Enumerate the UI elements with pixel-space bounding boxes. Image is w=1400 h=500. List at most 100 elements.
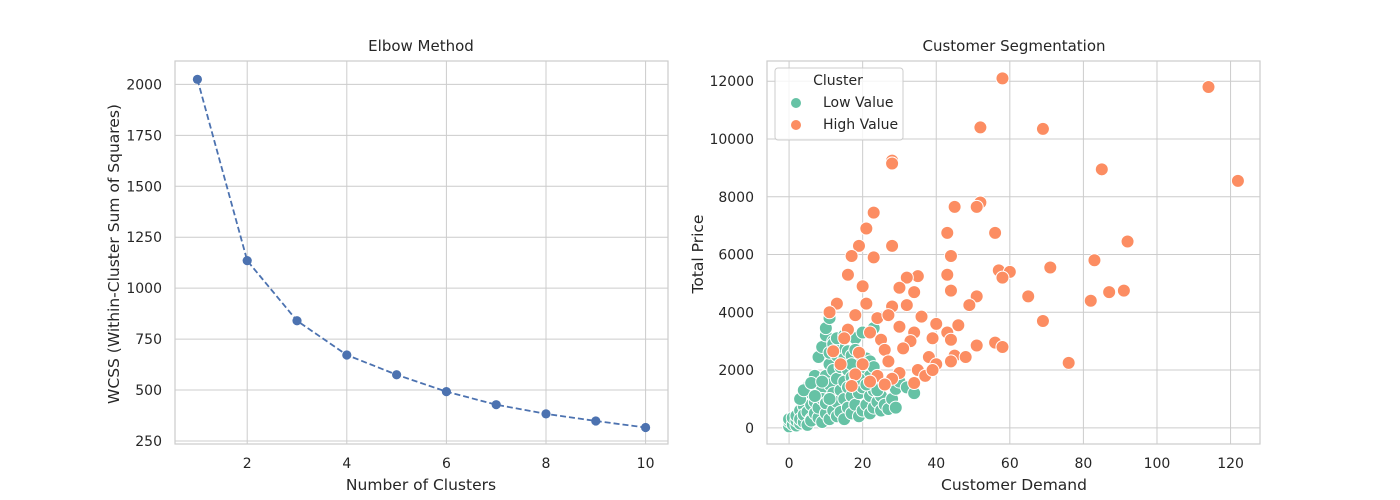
high-value-point [907, 285, 922, 300]
high-value-point [877, 342, 892, 357]
wcss-point [541, 409, 551, 419]
high-value-point [833, 357, 848, 372]
legend-marker-low-value [790, 97, 802, 109]
high-value-point [848, 308, 863, 323]
segmentation-legend: Cluster Low Value High Value [774, 67, 904, 141]
y-tick-label: 1500 [126, 179, 162, 195]
high-value-point [863, 374, 878, 389]
wcss-point [392, 370, 402, 380]
high-value-point [1061, 355, 1076, 370]
low-value-point [888, 400, 903, 415]
y-tick-label: 0 [745, 421, 754, 437]
wcss-point [192, 74, 203, 84]
y-tick-label: 1000 [126, 281, 162, 297]
high-value-point [859, 296, 874, 311]
segmentation-marks [782, 71, 1245, 434]
high-value-point [943, 332, 958, 347]
high-value-point [866, 205, 881, 220]
legend-marker-high-value [790, 119, 802, 131]
high-value-point [995, 270, 1010, 285]
high-value-point [943, 283, 958, 298]
high-value-point [822, 305, 837, 320]
high-value-point [855, 279, 870, 294]
high-value-point [1087, 253, 1102, 268]
wcss-point [640, 422, 651, 433]
high-value-point [973, 120, 988, 135]
legend-title: Cluster [813, 73, 863, 89]
high-value-point [1120, 234, 1135, 249]
elbow-plot-area [174, 60, 669, 445]
high-value-point [1035, 121, 1050, 136]
segmentation-chart: 0 20 40 60 80 100 120 0 2000 4000 6000 8000 10000 12… [689, 37, 1261, 494]
high-value-point [943, 354, 958, 369]
wcss-line [196, 79, 646, 429]
x-tick-label: 40 [927, 456, 945, 472]
high-value-point [1035, 313, 1050, 328]
x-tick-label: 4 [342, 456, 351, 472]
wcss-point [491, 400, 501, 410]
y-tick-label: 500 [135, 383, 162, 399]
y-tick-label: 1750 [126, 128, 162, 144]
high-value-point [844, 248, 859, 263]
high-value-point [826, 344, 841, 359]
high-value-point [914, 309, 929, 324]
high-value-point [1230, 173, 1245, 188]
high-value-point [929, 316, 944, 331]
high-value-point [995, 339, 1010, 354]
y-tick-label: 750 [135, 332, 162, 348]
wcss-point [242, 256, 252, 266]
high-value-point [1116, 283, 1131, 298]
high-value-point [844, 378, 859, 393]
high-value-point [899, 298, 914, 313]
elbow-chart: 2 4 6 8 10 250 500 750 1000 1250 1500 1750 2000 Elb… [105, 37, 669, 494]
segmentation-x-axis-label: Customer Demand [941, 476, 1087, 494]
x-tick-label: 100 [1144, 456, 1171, 472]
elbow-marks [192, 74, 651, 433]
low-value-point [815, 374, 830, 389]
y-tick-label: 8000 [718, 190, 754, 206]
segmentation-y-axis-label: Total Price [689, 215, 707, 295]
high-value-point [840, 267, 855, 282]
x-tick-label: 6 [442, 456, 451, 472]
y-tick-label: 2000 [718, 363, 754, 379]
y-tick-label: 6000 [718, 248, 754, 264]
high-value-point [1021, 289, 1036, 304]
high-value-point [988, 225, 1003, 240]
y-tick-label: 4000 [718, 305, 754, 321]
high-value-point [943, 248, 958, 263]
high-value-point [866, 250, 881, 265]
elbow-chart-title: Elbow Method [368, 37, 474, 55]
wcss-point [292, 316, 302, 326]
high-value-point [958, 350, 973, 365]
high-value-point [851, 238, 866, 253]
y-tick-label: 1250 [126, 230, 162, 246]
x-tick-label: 0 [785, 456, 794, 472]
high-value-point [1201, 79, 1216, 94]
high-value-point [851, 345, 866, 360]
x-tick-label: 80 [1074, 456, 1092, 472]
wcss-point [342, 350, 352, 360]
legend-label-low-value: Low Value [823, 95, 893, 111]
y-tick-label: 2000 [126, 77, 162, 93]
segmentation-y-ticks: 0 2000 4000 6000 8000 10000 12000 [709, 74, 754, 437]
legend-box [774, 67, 904, 141]
elbow-y-axis-label: WCSS (Within-Cluster Sum of Squares) [105, 104, 123, 404]
elbow-x-ticks: 2 4 6 8 10 [243, 456, 655, 472]
high-value-point [951, 318, 966, 333]
high-value-point [947, 199, 962, 214]
x-tick-label: 2 [243, 456, 252, 472]
high-value-point [892, 280, 907, 295]
low-value-point [807, 389, 822, 404]
high-value-point [1043, 260, 1058, 275]
wcss-point [591, 416, 601, 426]
high-value-point [855, 357, 870, 372]
high-value-point [925, 363, 940, 378]
y-tick-label: 250 [135, 434, 162, 450]
low-value-point [822, 391, 837, 406]
y-tick-label: 12000 [709, 74, 754, 90]
high-value-point [881, 354, 896, 369]
high-value-point [925, 331, 940, 346]
high-value-point [940, 267, 955, 282]
high-value-point [885, 156, 900, 171]
